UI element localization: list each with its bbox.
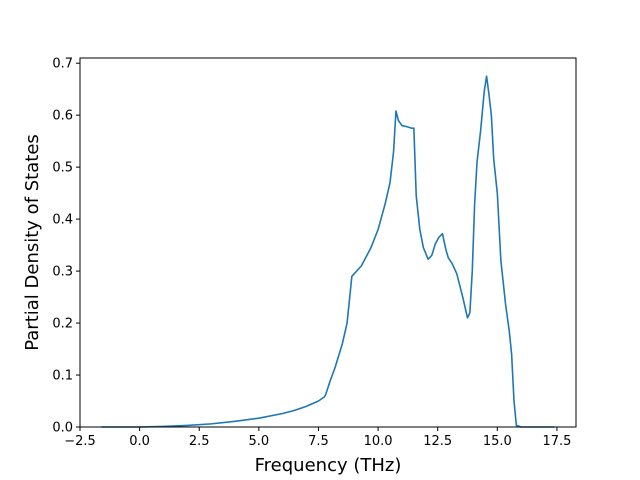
x-tick-label: 17.5 [542,434,571,449]
x-tick-label: 5.0 [249,434,270,449]
y-tick-label: 0.4 [52,213,73,228]
y-tick-label: 0.5 [52,161,73,176]
x-tick-label: 10.0 [364,434,393,449]
x-axis-ticks: −2.5 0.0 2.5 5.0 7.5 10.0 12.5 15.0 17.5 [64,427,571,449]
y-tick-label: 0.7 [52,57,73,72]
x-tick-label: 12.5 [423,434,452,449]
y-tick-label: 0.0 [52,421,73,436]
x-tick-label: 15.0 [483,434,512,449]
y-axis-label: Partial Density of States [22,134,43,351]
x-tick-label: 2.5 [189,434,210,449]
x-axis-label: Frequency (THz) [255,455,402,476]
axes-frame [79,57,577,428]
x-tick-label: 0.0 [129,434,150,449]
y-tick-label: 0.6 [52,109,73,124]
y-tick-label: 0.1 [52,369,73,384]
y-tick-label: 0.2 [52,317,73,332]
pdos-series-line-0 [101,75,555,428]
x-tick-label: 7.5 [308,434,329,449]
x-tick-label: −2.5 [64,434,96,449]
y-axis-ticks: 0.0 0.1 0.2 0.3 0.4 0.5 0.6 0.7 [52,57,80,436]
y-tick-label: 0.3 [52,265,73,280]
plot-area [101,75,555,428]
